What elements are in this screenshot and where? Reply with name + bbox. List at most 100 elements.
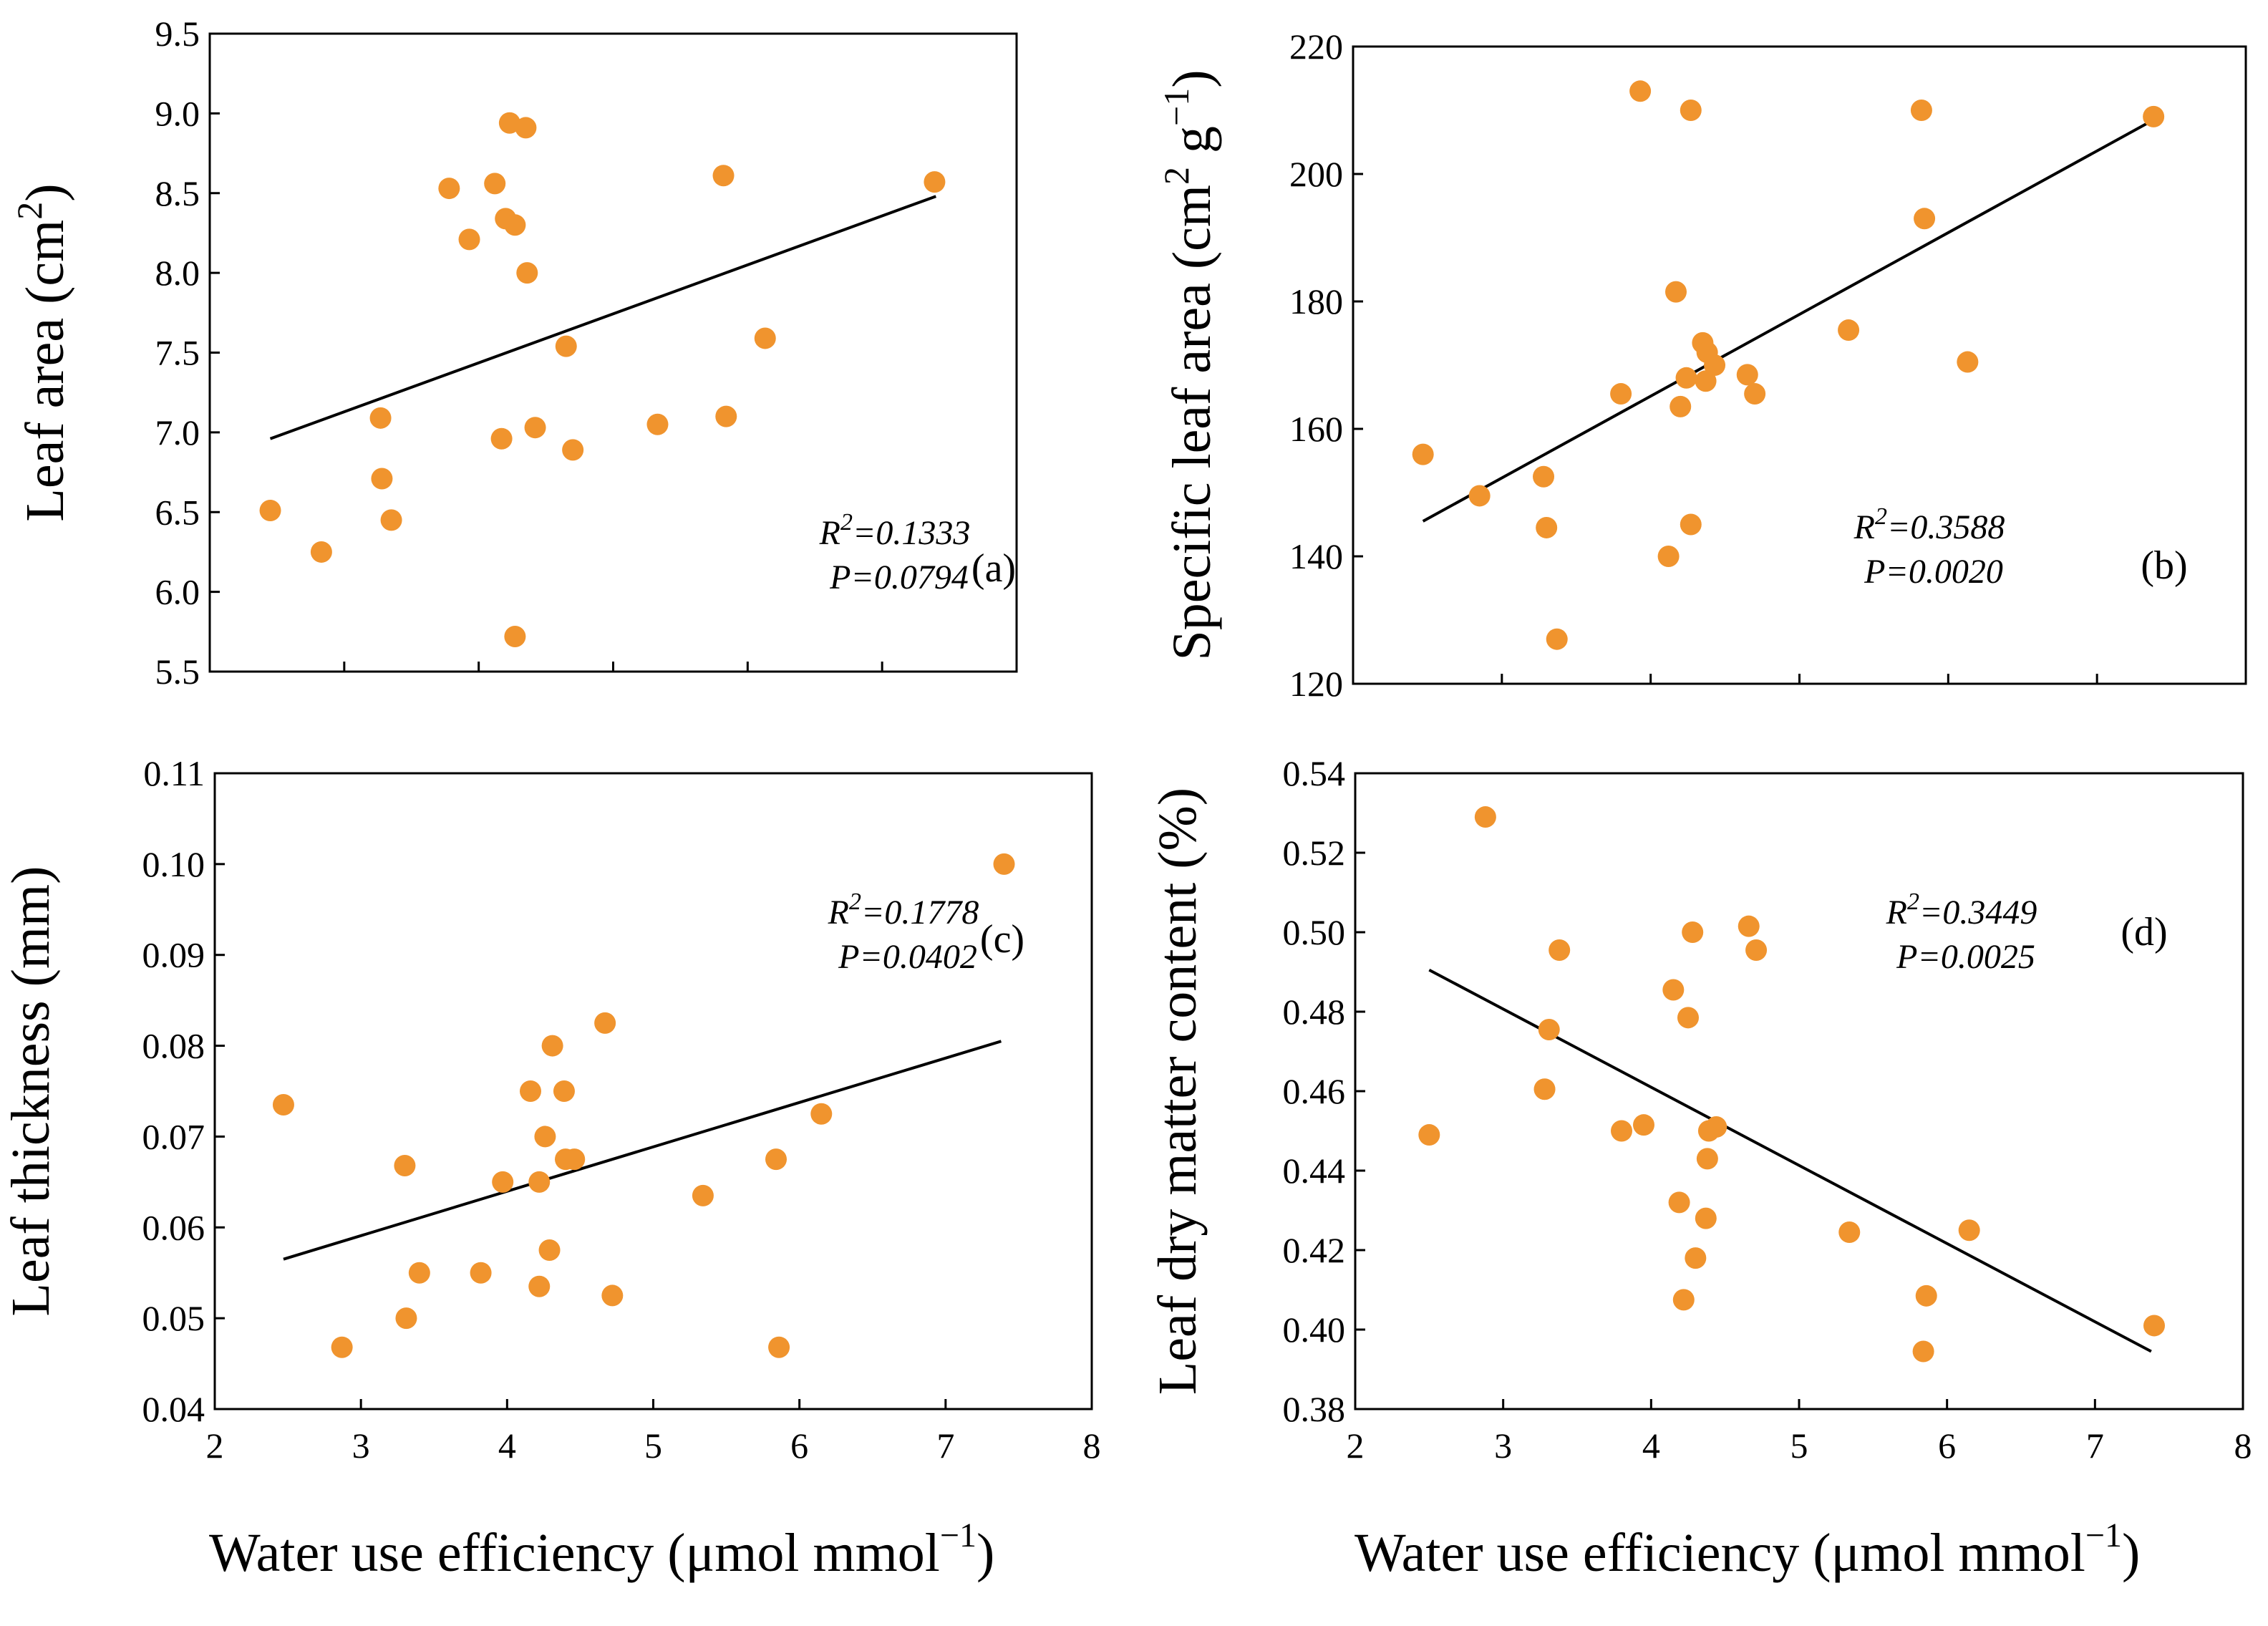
data-point	[1685, 1247, 1707, 1269]
chart-panel-a: 5.5 6.0 6.5 7.0 7.5 8.0 8.5 9.0 9.5 Leaf area (cm…	[9, 14, 1018, 692]
p-value-annotation: P=0.0402	[838, 938, 977, 976]
r-squared-superscript: 2	[1875, 503, 1887, 530]
y-tick-label: 0.11	[143, 753, 205, 793]
data-point	[594, 1012, 616, 1034]
y-tick-label: 0.54	[1283, 753, 1346, 793]
data-point	[562, 439, 584, 461]
data-point	[504, 214, 526, 236]
regression-line	[283, 1040, 1002, 1261]
x-axis-title-text: Water use efficiency (μmol mmol	[1354, 1523, 2085, 1583]
x-tick-label: 8	[2234, 1426, 2252, 1466]
data-point	[490, 427, 513, 450]
x-tick-label: 5	[1790, 1426, 1808, 1466]
data-point	[1538, 1018, 1560, 1040]
data-point	[1536, 516, 1558, 538]
panel-label: (a)	[971, 546, 1016, 591]
data-point	[993, 853, 1015, 875]
x-tick-label: 3	[1494, 1426, 1512, 1466]
data-point	[1670, 395, 1692, 417]
x-tick-label: 5	[644, 1426, 662, 1466]
data-point	[646, 413, 669, 435]
data-point	[310, 541, 332, 563]
data-point	[1738, 915, 1760, 937]
data-point	[331, 1336, 353, 1358]
p-value-annotation: P=0.0020	[1864, 553, 2003, 591]
data-point	[1704, 354, 1726, 376]
data-point	[458, 228, 480, 251]
data-point	[1546, 628, 1568, 650]
data-point	[924, 171, 946, 193]
y-tick-label: 8.0	[155, 253, 200, 293]
x-tick-label: 8	[1083, 1426, 1101, 1466]
data-point	[1675, 367, 1697, 389]
p-value-annotation: P=0.0025	[1896, 938, 2035, 976]
data-point	[470, 1262, 492, 1284]
data-point	[1677, 1007, 1699, 1029]
data-point	[1682, 921, 1704, 943]
y-tick-label: 8.5	[155, 173, 200, 213]
chart-panel-d: 0.38 0.40 0.42 0.44 0.46 0.48 0.50 0.52 0.54 2 3 4 5…	[1148, 753, 2252, 1466]
regression-line	[269, 195, 936, 440]
data-point	[1695, 370, 1717, 392]
data-point	[534, 1126, 556, 1148]
y-tick-label: 0.10	[142, 844, 205, 884]
r-squared-symbol: R	[819, 514, 840, 552]
r-squared-symbol: R	[1886, 894, 1907, 931]
data-point	[1662, 979, 1685, 1001]
y-tick-label: 7.0	[155, 412, 200, 453]
y-axis-title: Leaf thickness (mm)	[1, 866, 61, 1317]
data-point	[768, 1336, 790, 1358]
data-point	[1838, 1221, 1861, 1244]
data-point	[524, 417, 546, 439]
data-point	[2143, 1315, 2165, 1337]
data-point	[765, 1148, 787, 1171]
data-point	[1745, 939, 1768, 961]
data-point	[1695, 1207, 1717, 1229]
x-tick-label: 7	[2086, 1426, 2104, 1466]
data-point	[438, 178, 460, 200]
r-squared-value: =0.3588	[1887, 508, 2005, 546]
y-tick-label: 9.5	[155, 14, 200, 54]
data-point	[1957, 351, 1979, 373]
data-point	[601, 1284, 624, 1307]
y-tick-label: 0.38	[1283, 1389, 1346, 1429]
y-tick-label: 0.48	[1283, 992, 1346, 1032]
y-axis-title-text: Leaf thickness (mm)	[1, 866, 61, 1317]
y-axis-title-superscript: 2	[9, 202, 49, 220]
y-tick-label: 7.5	[155, 333, 200, 373]
r-squared-value: =0.1333	[853, 514, 970, 552]
data-point	[1629, 80, 1652, 102]
data-point	[1549, 939, 1571, 961]
data-point	[492, 1171, 514, 1193]
data-point	[516, 262, 538, 284]
data-point	[1668, 1191, 1690, 1214]
data-point	[1912, 1340, 1934, 1363]
y-tick-label: 0.06	[142, 1207, 205, 1247]
data-point	[541, 1035, 563, 1057]
chart-panel-c: 0.04 0.05 0.06 0.07 0.08 0.09 0.10 0.11 2 3 4 5 6 7 8 L…	[1, 753, 1101, 1466]
y-tick-label: 220	[1289, 26, 1343, 67]
y-tick-label: 0.52	[1283, 833, 1346, 873]
data-point	[484, 173, 506, 195]
data-point	[369, 407, 392, 429]
r-squared-superscript: 2	[849, 889, 861, 915]
y-tick-label: 140	[1289, 536, 1343, 576]
data-point	[712, 165, 735, 187]
r-squared-annotation: R2=0.1333	[819, 509, 971, 552]
x-tick-label: 2	[206, 1426, 224, 1466]
r-squared-value: =0.3449	[1919, 894, 2037, 931]
y-tick-label: 0.40	[1283, 1310, 1346, 1350]
data-point	[528, 1171, 551, 1193]
y-tick-label: 0.44	[1283, 1151, 1346, 1191]
data-point	[371, 468, 393, 490]
y-tick-label: 0.42	[1283, 1230, 1346, 1270]
y-axis-title-text: Specific leaf area (cm	[1162, 185, 1222, 661]
y-tick-label: 160	[1289, 409, 1343, 449]
data-point	[520, 1080, 541, 1102]
r-squared-superscript: 2	[840, 509, 853, 536]
data-point	[1657, 546, 1680, 567]
data-point	[380, 509, 402, 531]
data-point	[1744, 383, 1766, 405]
x-axis-title-close: )	[2121, 1523, 2141, 1583]
